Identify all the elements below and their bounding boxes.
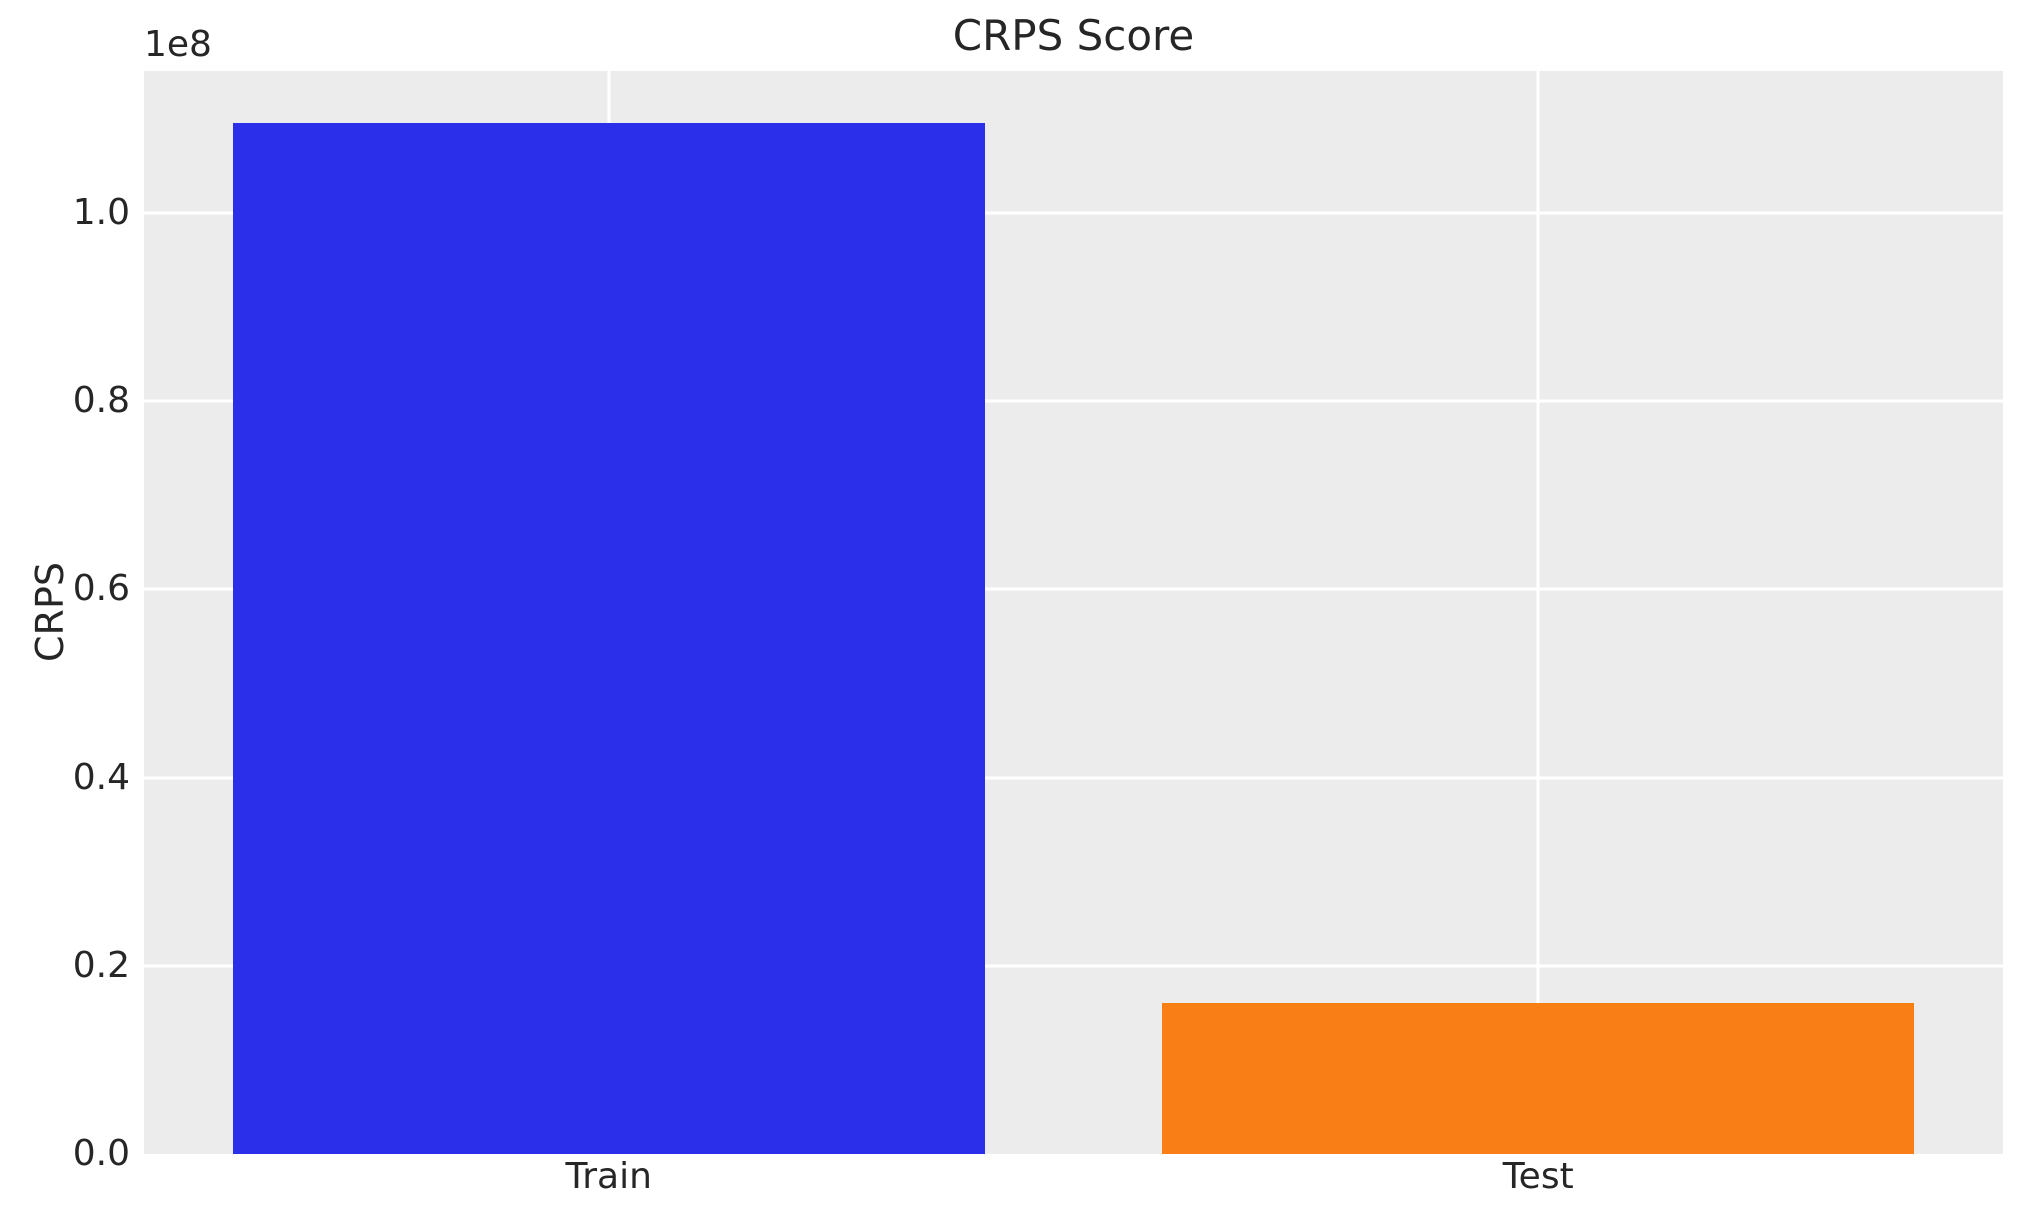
chart-title: CRPS Score bbox=[952, 11, 1195, 60]
y-tick-label: 0.0 bbox=[72, 1133, 130, 1174]
x-tick-label-test: Test bbox=[1502, 1156, 1574, 1197]
plot-area bbox=[144, 71, 2003, 1154]
y-tick-label: 0.8 bbox=[72, 380, 130, 422]
horizontal-gridline bbox=[144, 211, 2003, 215]
horizontal-gridline bbox=[144, 964, 2003, 968]
y-tick-label: 1.0 bbox=[72, 192, 130, 234]
y-tick-label: 0.6 bbox=[72, 568, 130, 610]
y-axis-scale-offset-label: 1e8 bbox=[144, 24, 212, 65]
y-tick-label: 0.2 bbox=[72, 944, 130, 986]
horizontal-gridline bbox=[144, 776, 2003, 780]
horizontal-gridline bbox=[144, 587, 2003, 591]
horizontal-gridline bbox=[144, 399, 2003, 403]
bar-train bbox=[232, 122, 985, 1154]
y-tick-label: 0.4 bbox=[72, 756, 130, 798]
x-tick-labels: Train Test bbox=[144, 1156, 2003, 1206]
y-tick-labels: 0.0 0.2 0.4 0.6 0.8 1.0 bbox=[0, 71, 130, 1174]
vertical-gridline bbox=[1536, 71, 1540, 1154]
bar-test bbox=[1162, 1003, 1915, 1154]
x-tick-label-train: Train bbox=[565, 1156, 652, 1197]
